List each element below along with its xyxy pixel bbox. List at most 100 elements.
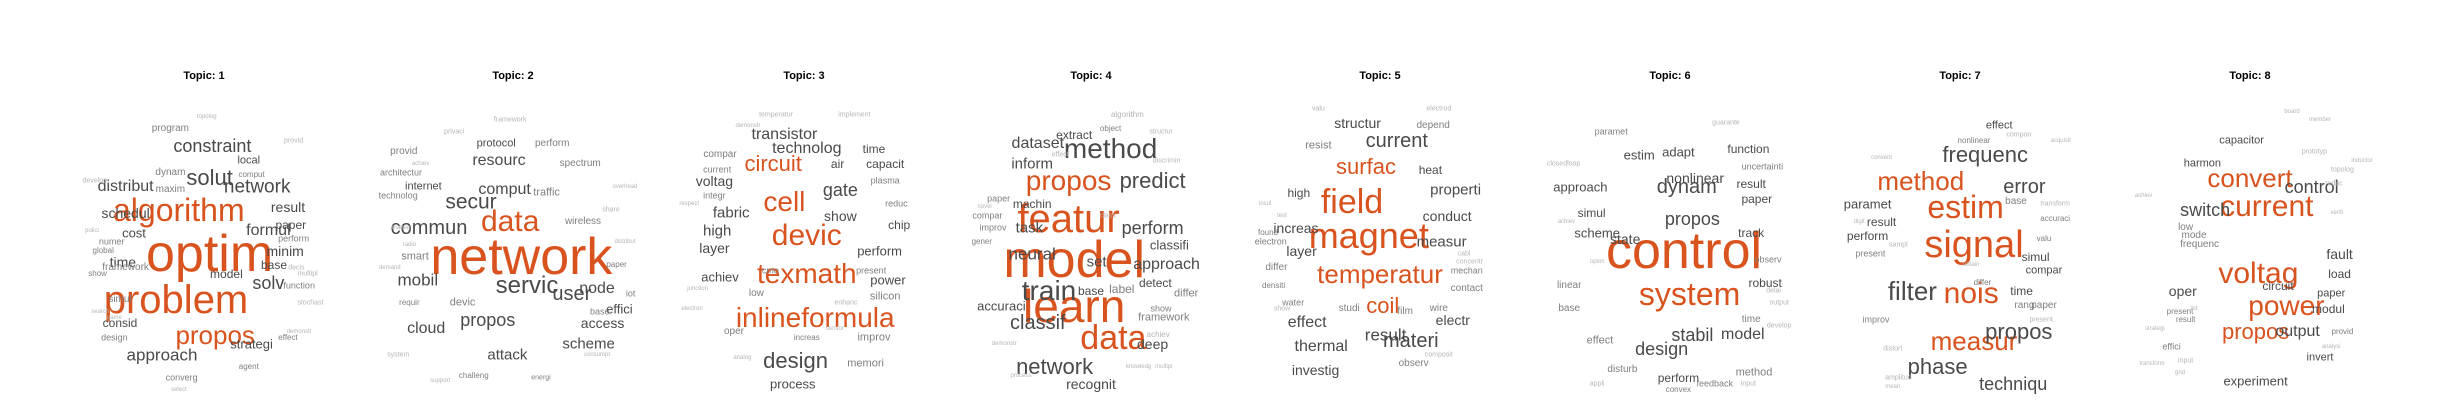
- cloud-word: uncertainti: [1741, 161, 1784, 172]
- cloud-word: investig: [1291, 361, 1340, 378]
- cloud-word: strategi: [230, 336, 273, 352]
- cloud-word: grid: [2174, 369, 2186, 376]
- cloud-word: predict: [1119, 168, 1186, 194]
- cloud-word: show: [1150, 303, 1172, 314]
- cloud-word: approach: [126, 345, 198, 365]
- cloud-word: model: [1003, 230, 1146, 289]
- cloud-word: transform: [2139, 360, 2165, 367]
- cloud-word: nonlinear: [1957, 135, 1991, 145]
- cloud-word: multipl: [1155, 363, 1173, 370]
- cloud-word: solv: [252, 272, 285, 293]
- cloud-word: framework: [1138, 311, 1190, 323]
- cloud-word: classifi: [1149, 237, 1189, 253]
- cloud-word: cell: [763, 185, 806, 217]
- cloud-word: achiev: [411, 160, 430, 167]
- cloud-word: strategi: [2144, 326, 2165, 333]
- cloud-word: gener: [971, 237, 993, 247]
- cloud-word: implement: [838, 111, 871, 118]
- cloud-word: system: [387, 351, 410, 359]
- cloud-word: propos: [460, 310, 516, 331]
- cloud-word: simul: [2021, 249, 2050, 264]
- cloud-word: propos: [2221, 319, 2290, 344]
- cloud-word: comput: [478, 180, 531, 198]
- cloud-word: spectrum: [559, 157, 601, 169]
- cloud-word: oper: [723, 326, 745, 337]
- cloud-word: board: [2284, 108, 2300, 115]
- word-cloud: current voltag convert power propos switch con…: [2110, 100, 2390, 390]
- cloud-word: improv: [857, 331, 891, 344]
- topic-panel: Topic: 7 signal estim nois measur method filte…: [1820, 60, 2100, 393]
- cloud-word: data: [1080, 318, 1147, 357]
- cloud-word: depend: [1416, 120, 1450, 132]
- cloud-word: current: [703, 164, 732, 175]
- cloud-word: experiment: [2223, 373, 2288, 389]
- topic-title: Topic: 1: [183, 70, 225, 82]
- cloud-word: network: [1016, 353, 1094, 379]
- word-cloud: magnet field temperatur surfac coil current ma…: [1240, 100, 1520, 390]
- cloud-word: algorithm: [112, 192, 245, 229]
- cloud-word: simul: [1577, 206, 1606, 221]
- cloud-word: integr: [703, 190, 726, 201]
- cloud-word: model: [210, 267, 243, 281]
- cloud-word: nonlinear: [1666, 170, 1724, 187]
- cloud-word: voltag: [695, 173, 734, 190]
- cloud-word: paper: [606, 260, 627, 270]
- cloud-word: electron: [681, 305, 703, 312]
- cloud-word: electron: [1254, 236, 1287, 247]
- cloud-word: convert: [2207, 163, 2293, 194]
- cloud-word: closedloop: [1546, 160, 1581, 168]
- cloud-word: appli: [1589, 380, 1605, 388]
- cloud-word: propos: [175, 319, 255, 350]
- cloud-word: base: [2005, 195, 2027, 207]
- cloud-word: process: [770, 376, 816, 392]
- cloud-word: method: [1735, 366, 1773, 379]
- cloud-word: overhead: [612, 184, 638, 190]
- cloud-word: junction: [687, 285, 708, 292]
- cloud-word: magnet: [1308, 215, 1429, 257]
- cloud-word: design: [101, 332, 128, 343]
- cloud-word: learn: [1023, 279, 1126, 332]
- cloud-word: improv: [979, 222, 1007, 233]
- cloud-word: secur: [445, 190, 497, 213]
- cloud-word: dynam: [155, 166, 186, 178]
- cloud-word: insul: [1259, 201, 1272, 208]
- cloud-word: inductor: [2351, 157, 2373, 164]
- cloud-word: observ: [1754, 254, 1782, 264]
- cloud-word: robust: [1748, 275, 1782, 290]
- cloud-word: list: [2190, 305, 2198, 312]
- cloud-word: observ: [1398, 357, 1429, 369]
- cloud-word: scheme: [562, 335, 615, 353]
- cloud-word: state: [1610, 231, 1641, 248]
- cloud-word: show: [1273, 305, 1291, 313]
- topic-title: Topic: 6: [1649, 70, 1691, 82]
- cloud-word: cloud: [407, 320, 446, 338]
- cloud-word: support: [430, 378, 451, 385]
- cloud-word: wire: [1429, 302, 1448, 314]
- cloud-word: found: [1257, 228, 1279, 238]
- cloud-word: paramet: [1843, 196, 1892, 212]
- cloud-word: attack: [487, 346, 528, 364]
- cloud-word: perform: [278, 233, 310, 244]
- cloud-word: surfac: [1336, 153, 1396, 179]
- cloud-word: mechan: [1450, 265, 1483, 276]
- topic-title: Topic: 8: [2229, 70, 2271, 82]
- cloud-word: access: [580, 315, 625, 332]
- cloud-word: present: [856, 265, 887, 276]
- cloud-word: present: [1855, 248, 1886, 259]
- topic-panel: Topic: 6 control system dynam propos design st…: [1530, 60, 1810, 394]
- cloud-word: class: [1099, 212, 1116, 220]
- word-cloud: network data servic secur commun user propos mo…: [373, 100, 653, 390]
- cloud-word: increas: [1273, 219, 1319, 236]
- cloud-word: stabil: [1671, 324, 1714, 345]
- cloud-word: inlineformula: [735, 301, 895, 333]
- cloud-word: constraint: [173, 136, 252, 157]
- cloud-word: sampl: [1889, 241, 1908, 249]
- cloud-word: capacit: [866, 156, 905, 171]
- cloud-word: high: [703, 222, 732, 239]
- cloud-word: neural: [1008, 244, 1056, 264]
- cloud-word: process: [1010, 372, 1032, 379]
- cloud-word: accuraci: [2040, 213, 2071, 223]
- cloud-word: internet: [405, 180, 442, 193]
- cloud-word: differ: [1973, 277, 1992, 287]
- cloud-word: layer: [699, 239, 730, 256]
